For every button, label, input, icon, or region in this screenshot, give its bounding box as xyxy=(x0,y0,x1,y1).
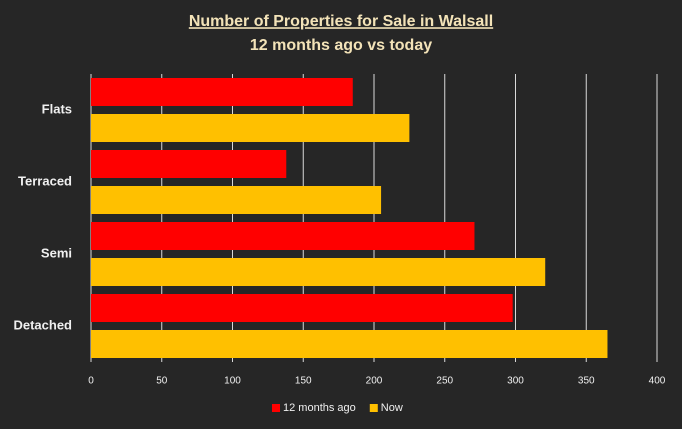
y-tick-label: Flats xyxy=(42,101,72,116)
bar xyxy=(91,222,475,250)
x-tick-label: 400 xyxy=(649,376,666,387)
bar xyxy=(91,150,287,178)
x-tick-label: 100 xyxy=(224,376,241,387)
legend-swatch xyxy=(369,404,378,412)
legend-label: Now xyxy=(381,402,403,414)
x-tick-label: 300 xyxy=(507,376,524,387)
legend-label: 12 months ago xyxy=(283,402,356,414)
x-tick-label: 350 xyxy=(578,376,595,387)
x-tick-label: 0 xyxy=(88,376,94,387)
bar xyxy=(91,330,608,358)
y-tick-label: Semi xyxy=(41,245,72,260)
bar xyxy=(91,258,546,286)
bar xyxy=(91,186,382,214)
x-tick-label: 200 xyxy=(366,376,383,387)
y-tick-label: Terraced xyxy=(18,173,72,188)
x-tick-label: 150 xyxy=(295,376,312,387)
chart-subtitle: 12 months ago vs today xyxy=(250,37,432,54)
bar xyxy=(91,114,410,142)
bar xyxy=(91,294,513,322)
chart-title: Number of Properties for Sale in Walsall xyxy=(189,13,493,30)
x-tick-label: 250 xyxy=(436,376,453,387)
y-tick-label: Detached xyxy=(13,317,72,332)
x-tick-label: 50 xyxy=(156,376,168,387)
bar xyxy=(91,78,353,106)
legend-swatch xyxy=(272,404,280,412)
